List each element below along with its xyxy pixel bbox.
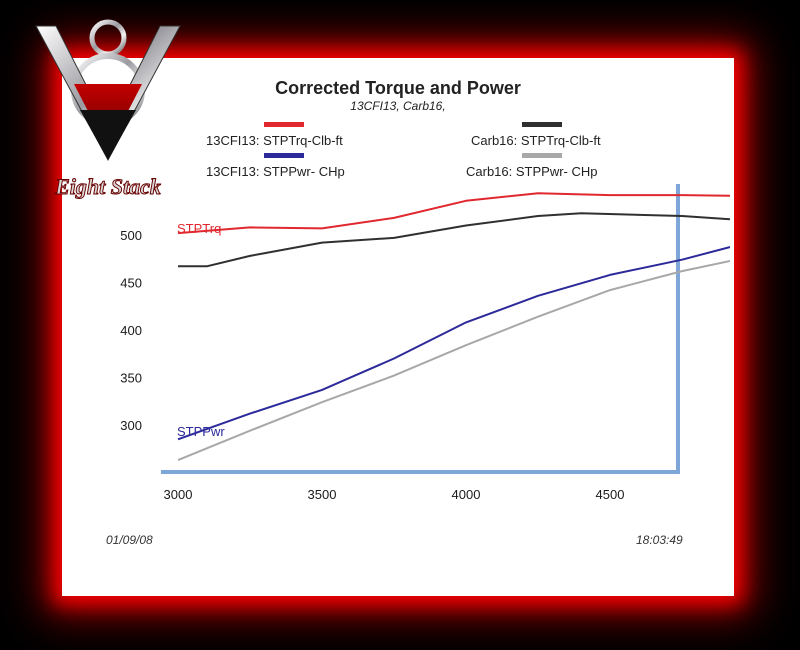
x-tick-label-3000: 3000 (164, 487, 193, 502)
print-time: 18:03:49 (636, 533, 683, 547)
print-date: 01/09/08 (106, 533, 153, 547)
legend-swatch-red (264, 122, 304, 127)
y-tick-label-400: 400 (120, 323, 142, 338)
svg-text:Eight Stack: Eight Stack (54, 174, 161, 199)
x-tick-label-4000: 4000 (452, 487, 481, 502)
y-tick-label-350: 350 (120, 371, 142, 386)
legend-label-cfi-power: 13CFI13: STPPwr- CHp (206, 164, 345, 179)
chart-title: Corrected Torque and Power (275, 78, 521, 98)
series-lines (177, 192, 730, 462)
legend-label-carb-torque: Carb16: STPTrq-Clb-ft (471, 133, 601, 148)
axes (161, 184, 680, 474)
legend-label-carb-power: Carb16: STPPwr- CHp (466, 164, 598, 179)
series-line-3 (177, 259, 730, 462)
torque-power-chart: 3000350040004500500055006000300350400450… (120, 184, 730, 502)
y-tick-label-450: 450 (120, 276, 142, 291)
tick-labels: 3000350040004500500055006000300350400450… (120, 228, 625, 502)
annotation-stppwr: STPPwr (177, 424, 225, 439)
annotation-stptrq: STPTrq (177, 221, 221, 236)
series-line-0 (177, 192, 730, 235)
chart-subtitle: 13CFI13, Carb16, (350, 99, 446, 113)
annotations: STPTrq STPPwr (177, 221, 225, 439)
series-line-2 (178, 212, 730, 268)
x-tick-label-4500: 4500 (596, 487, 625, 502)
v8-emblem-icon: Eight Stack (35, 19, 181, 200)
y-tick-label-300: 300 (120, 418, 142, 433)
dyno-sheet: Corrected Torque and Power 13CFI13, Carb… (66, 62, 730, 592)
legend-swatch-black (522, 122, 562, 127)
legend-swatch-gray (522, 153, 562, 158)
series-line-1 (177, 245, 730, 441)
y-tick-label-500: 500 (120, 228, 142, 243)
legend-swatch-blue (264, 153, 304, 158)
legend-label-cfi-torque: 13CFI13: STPTrq-Clb-ft (206, 133, 343, 148)
x-tick-label-3500: 3500 (308, 487, 337, 502)
